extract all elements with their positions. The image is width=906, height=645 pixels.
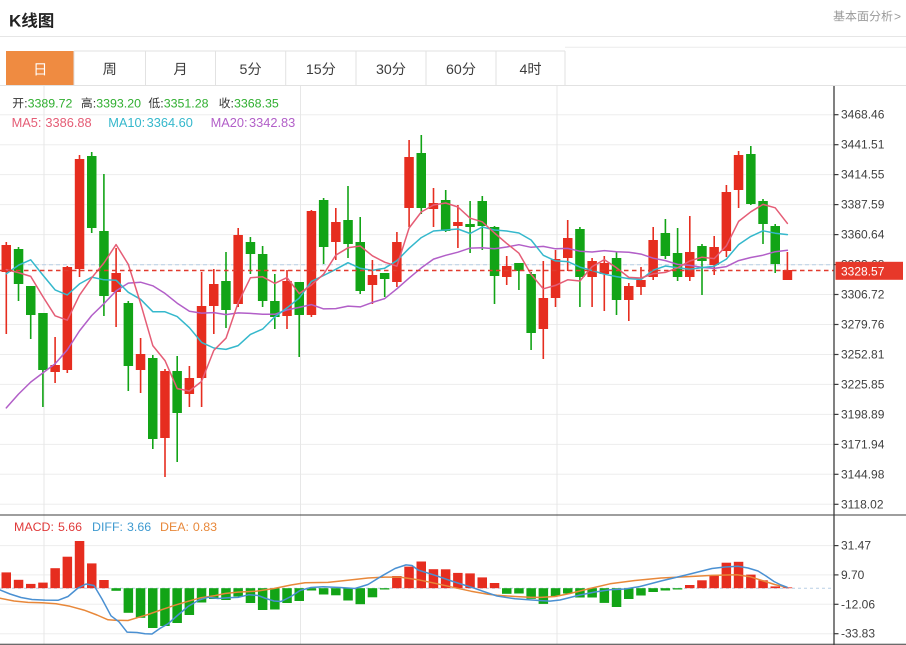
- svg-text:MA20:: MA20:: [211, 115, 248, 130]
- svg-text:3171.94: 3171.94: [841, 437, 885, 451]
- svg-text:DEA:0.83: DEA: 0.83: [160, 520, 217, 534]
- svg-text:60: 60: [446, 62, 462, 78]
- svg-text:3441.51: 3441.51: [841, 138, 885, 152]
- svg-text:MACD:5.66: MACD: 5.66: [14, 520, 82, 534]
- svg-text::: :: [93, 96, 96, 110]
- svg-text:3328.57: 3328.57: [841, 265, 885, 279]
- svg-text:3342.83: 3342.83: [249, 115, 295, 130]
- svg-text:3386.88: 3386.88: [45, 115, 91, 130]
- svg-text:3393.20: 3393.20: [96, 96, 141, 110]
- svg-text:-12.06: -12.06: [841, 597, 875, 611]
- svg-text:MA5:: MA5:: [12, 115, 42, 130]
- svg-text:3360.64: 3360.64: [841, 228, 885, 242]
- svg-text:-33.83: -33.83: [841, 627, 875, 641]
- svg-text:3368.35: 3368.35: [234, 96, 279, 110]
- svg-text:3387.59: 3387.59: [841, 198, 885, 212]
- svg-text:31.47: 31.47: [841, 539, 871, 553]
- svg-text:3252.81: 3252.81: [841, 348, 885, 362]
- svg-text:5: 5: [240, 62, 248, 78]
- svg-text:15: 15: [306, 62, 322, 78]
- svg-text:3414.55: 3414.55: [841, 168, 885, 182]
- svg-text::: :: [231, 96, 234, 110]
- svg-text:K: K: [9, 12, 22, 31]
- svg-text:DIFF:3.66: DIFF: 3.66: [92, 520, 151, 534]
- svg-text:3389.72: 3389.72: [28, 96, 73, 110]
- svg-text:3364.60: 3364.60: [147, 115, 193, 130]
- svg-text:3351.28: 3351.28: [164, 96, 209, 110]
- svg-text:3279.76: 3279.76: [841, 318, 885, 332]
- svg-text:3468.46: 3468.46: [841, 108, 885, 122]
- svg-text:3144.98: 3144.98: [841, 467, 885, 481]
- svg-text:9.70: 9.70: [841, 568, 865, 582]
- svg-text:3306.72: 3306.72: [841, 288, 885, 302]
- svg-text:30: 30: [376, 62, 392, 78]
- svg-text:3118.02: 3118.02: [841, 497, 884, 511]
- svg-text::: :: [24, 96, 27, 110]
- svg-text:>: >: [894, 10, 901, 24]
- svg-text::: :: [160, 96, 163, 110]
- svg-text:MA10:: MA10:: [108, 115, 145, 130]
- svg-text:4: 4: [520, 62, 528, 78]
- svg-text:3225.85: 3225.85: [841, 377, 885, 391]
- svg-text:3198.89: 3198.89: [841, 407, 885, 421]
